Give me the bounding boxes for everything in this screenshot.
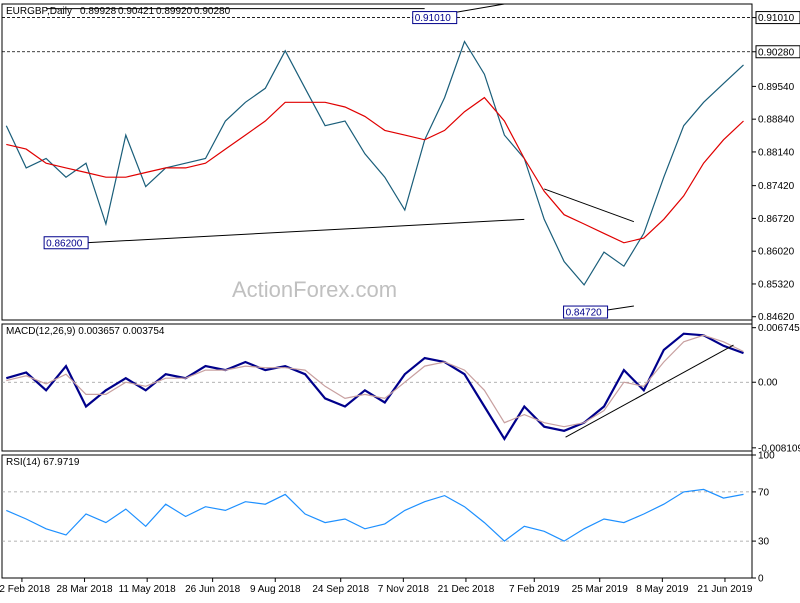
ytick-label: 0.91010 [758, 13, 795, 24]
xtick-label: 21 Jun 2019 [697, 584, 752, 595]
ytick-label: 0.90280 [758, 47, 795, 58]
price-annotation-box [43, 236, 89, 250]
ytick-label: 0.89540 [758, 82, 795, 93]
price-annotation-label: 0.84720 [566, 308, 603, 319]
grid-layer [1, 3, 800, 582]
price-trendline-0 [85, 218, 525, 244]
xtick-label: 21 Dec 2018 [438, 584, 495, 595]
ytick-label: 0.84620 [758, 312, 795, 323]
xtick-label: 12 Feb 2018 [0, 584, 50, 595]
xtick-label: 26 Jun 2018 [185, 584, 240, 595]
price-series-1 [6, 96, 744, 244]
price-annotation-box [563, 305, 609, 319]
ohlc-value: 0.89928 [80, 6, 117, 17]
xtick-label: 7 Feb 2019 [509, 584, 560, 595]
watermark-text: ActionForex.com [232, 277, 397, 302]
macd-series-1 [6, 334, 744, 428]
ytick-label: 0.87420 [758, 181, 795, 192]
ytick-label: 0.00 [758, 378, 778, 389]
ytick-label: 30 [758, 537, 770, 548]
ytick-label: 0.88140 [758, 147, 795, 158]
macd-trendline-0 [565, 344, 734, 438]
rsi-title: RSI(14) 67.9719 [6, 457, 80, 468]
ytick-label: 0.88840 [758, 115, 795, 126]
ohlc-value: 0.90280 [194, 6, 231, 17]
price-level-box [755, 11, 800, 25]
ytick-label: 0.86020 [758, 247, 795, 258]
ohlc-value: 0.90421 [118, 6, 155, 17]
ytick-label: 0.85320 [758, 279, 795, 290]
rsi-series-0 [6, 488, 744, 542]
ytick-label: 70 [758, 487, 770, 498]
xtick-label: 7 Nov 2018 [378, 584, 430, 595]
price-annotation-box [412, 11, 458, 25]
price-level-box [755, 45, 800, 59]
ohlc-value: 0.89920 [156, 6, 193, 17]
ytick-label: -0.008109 [758, 443, 800, 454]
price-title: EURGBP,Daily [6, 6, 72, 17]
xtick-label: 28 Mar 2018 [56, 584, 113, 595]
price-annotation-label: 0.91010 [415, 13, 452, 24]
ytick-label: 0.006745 [758, 323, 800, 334]
series-layer [5, 3, 744, 542]
xtick-label: 8 May 2019 [636, 584, 689, 595]
xtick-label: 25 Mar 2019 [572, 584, 629, 595]
text-layer: 0.91010 0.90280 0.89540 0.88840 0.88140 0.874… [0, 6, 800, 595]
xtick-label: 9 Aug 2018 [250, 584, 301, 595]
ytick-label: 0.86720 [758, 214, 795, 225]
ytick-label: 100 [758, 451, 775, 462]
macd-title: MACD(12,26,9) 0.003657 0.003754 [6, 326, 165, 337]
price-annotation-label: 0.86200 [46, 238, 83, 249]
price-series-0 [5, 40, 744, 286]
ytick-label: 0 [758, 574, 764, 585]
xtick-label: 24 Sep 2018 [312, 584, 369, 595]
xtick-label: 11 May 2018 [119, 584, 177, 595]
price-trendline-3 [544, 188, 635, 223]
